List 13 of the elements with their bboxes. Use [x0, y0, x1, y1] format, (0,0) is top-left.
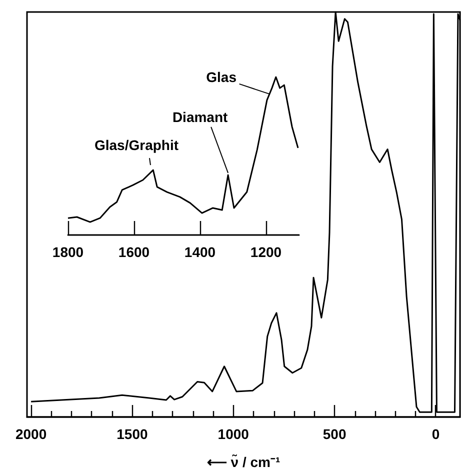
x-tick-label: 1000 — [218, 426, 250, 442]
x-tick-label: 1800 — [52, 244, 84, 260]
annotation: Glas — [206, 68, 237, 85]
x-tick-label: 1400 — [184, 244, 216, 260]
x-tick-label: 1200 — [250, 244, 282, 260]
x-tick-label: 1600 — [118, 244, 150, 260]
x-tick-label: 0 — [432, 426, 440, 442]
x-axis-title: ⟵ ν̃ / cm⁻¹ — [206, 454, 280, 470]
x-tick-label: 1500 — [116, 426, 148, 442]
x-tick-label: 2000 — [15, 426, 47, 442]
annotation: Diamant — [172, 108, 228, 125]
annotation: Glas/Graphit — [94, 137, 179, 154]
x-tick-label: 500 — [322, 426, 346, 442]
